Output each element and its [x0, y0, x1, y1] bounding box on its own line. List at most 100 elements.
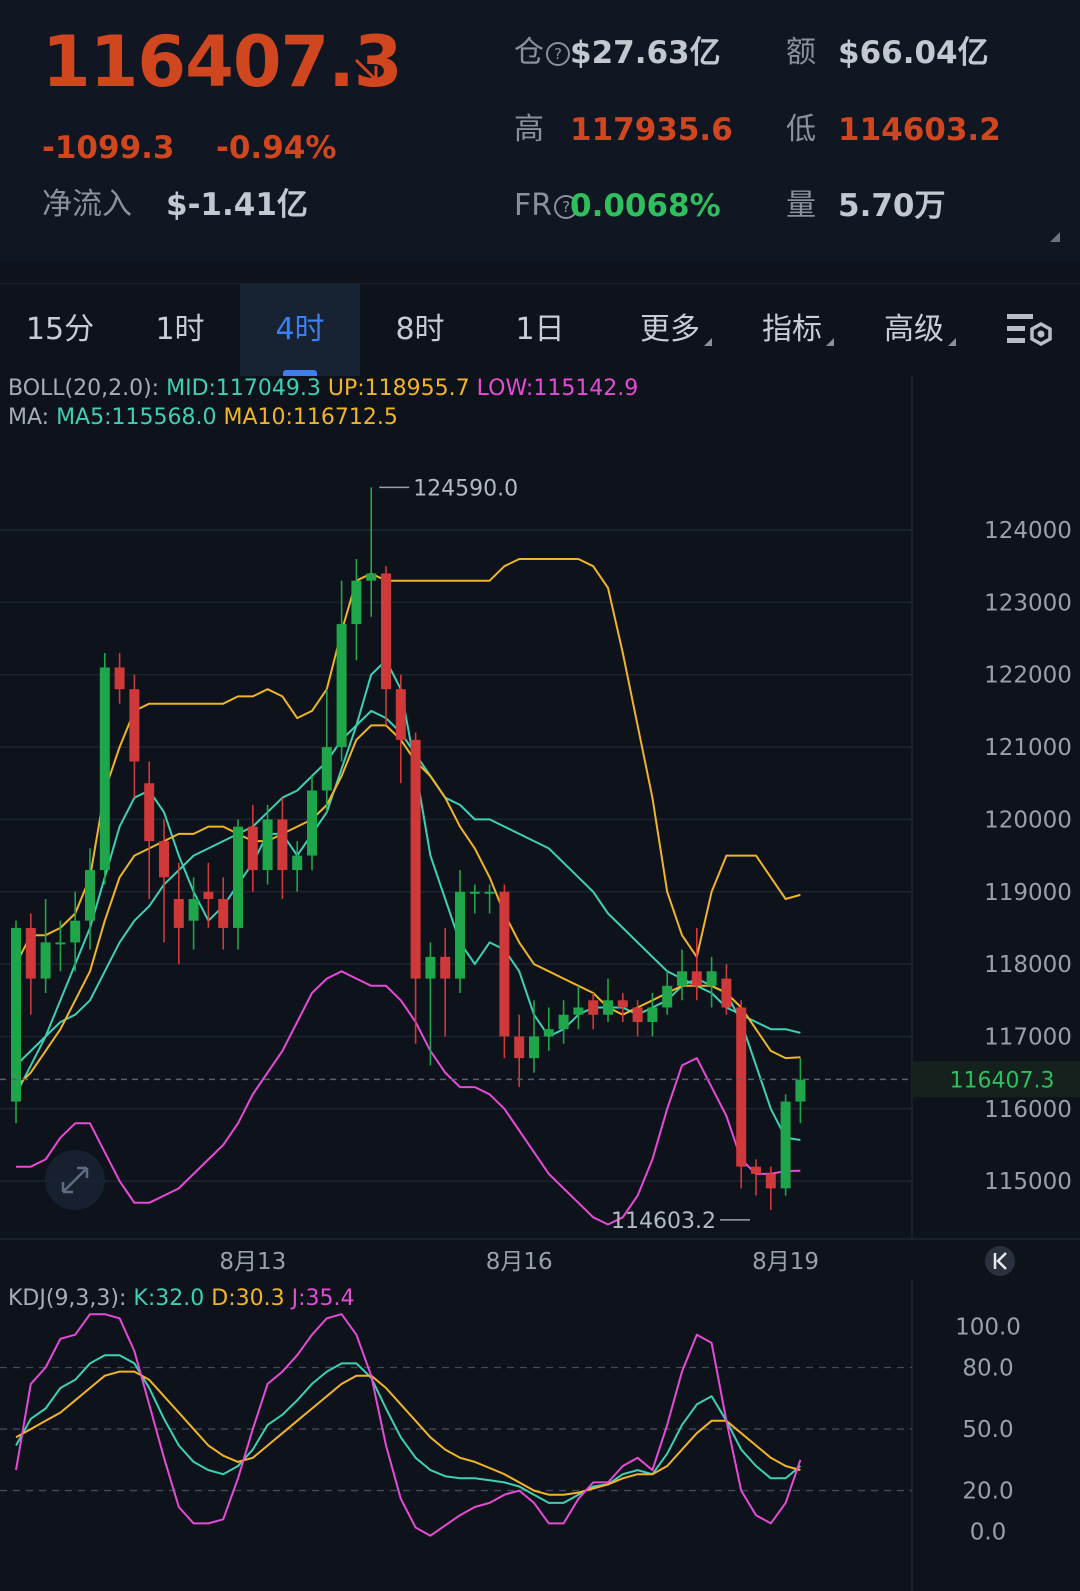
candle-body — [514, 1036, 525, 1059]
candle-body — [588, 1000, 599, 1015]
price-axis-tick: 118000 — [984, 952, 1072, 978]
price-change: -1099.3 — [42, 130, 175, 166]
price-axis-tick: 116000 — [984, 1097, 1072, 1123]
kdj-axis-tick: 100.0 — [955, 1315, 1021, 1341]
help-icon[interactable]: ? — [546, 41, 570, 66]
chart-area[interactable]: BOLL(20,2.0): MID:117049.3 UP:118955.7 L… — [0, 376, 1080, 1591]
price-axis-tick: 124000 — [984, 518, 1072, 544]
ticker-header: 116407.3 -1099.3 -0.94% 净流入 $-1.41亿 仓? $… — [0, 0, 1080, 262]
ma-legend-label: MA: — [8, 405, 50, 430]
expand-corner-icon[interactable] — [1050, 232, 1060, 242]
candle-body — [632, 1007, 643, 1022]
ma-legend: MA: MA5:115568.0 MA10:116712.5 — [8, 405, 398, 431]
kdj-line-j — [15, 1313, 802, 1537]
active-tab-indicator — [283, 370, 317, 376]
candle-body — [247, 826, 258, 871]
boll-mid-value: MID:117049.3 — [166, 376, 321, 401]
candle-body — [425, 956, 436, 979]
candle-body — [25, 927, 36, 979]
price-axis-tick: 115000 — [984, 1169, 1072, 1195]
candle-body — [188, 898, 199, 921]
dropdown-corner-icon — [704, 338, 712, 346]
boll-low-value: LOW:115142.9 — [476, 376, 639, 401]
tab-more[interactable]: 更多 — [630, 284, 712, 376]
candle-body — [366, 573, 377, 581]
candle-body — [262, 819, 273, 871]
price-axis-tick: 121000 — [984, 735, 1072, 761]
arrow-down-right-icon — [354, 58, 378, 82]
candle-body — [455, 891, 465, 979]
price-axis-tick: 120000 — [984, 807, 1072, 833]
expand-chart-icon[interactable] — [45, 1150, 105, 1210]
tab-15m[interactable]: 15分 — [25, 312, 95, 347]
tab-indicators[interactable]: 指标 — [752, 284, 834, 376]
candle-body — [499, 891, 510, 1037]
candle-body — [11, 927, 21, 1102]
candle-body — [159, 841, 169, 878]
kdj-legend: KDJ(9,3,3): K:32.0 D:30.3 J:35.4 — [8, 1286, 354, 1312]
high-label: 高 — [514, 112, 544, 147]
candle-body — [736, 1007, 747, 1167]
candle-body — [307, 790, 317, 856]
high-value: 117935.6 — [570, 112, 733, 148]
turnover-value: $66.04亿 — [838, 35, 989, 71]
tab-advanced[interactable]: 高级 — [874, 284, 956, 376]
candle-body — [647, 1007, 658, 1022]
tab-4h[interactable]: 4时 — [240, 284, 360, 376]
kdj-line-k — [15, 1354, 802, 1504]
candle-body — [277, 819, 288, 871]
chart-settings-icon[interactable] — [1005, 304, 1055, 354]
indicator-line-low — [16, 970, 801, 1226]
candle-body — [543, 1029, 554, 1037]
time-axis-tick: 8月13 — [219, 1249, 286, 1275]
kdj-j-value: J:35.4 — [291, 1286, 355, 1311]
candle-body — [321, 747, 332, 791]
boll-legend-label: BOLL(20,2.0): — [8, 376, 160, 401]
netflow-value: $-1.41亿 — [166, 187, 308, 223]
candle-body — [603, 1000, 613, 1015]
candle-body — [173, 898, 184, 928]
help-icon[interactable]: ? — [554, 194, 579, 219]
candle-body — [55, 942, 66, 945]
funding-rate-label: FR? — [514, 186, 580, 226]
candle-body — [218, 898, 229, 928]
candle-body — [85, 870, 95, 921]
last-price-axis-label: 116407.3 — [950, 1068, 1055, 1093]
candle-body — [144, 783, 155, 842]
candle-body — [99, 667, 110, 871]
tab-8h[interactable]: 8时 — [395, 312, 445, 347]
kline-chart-svg[interactable]: 124590.0 114603.2 124000 123000 122000 12100… — [0, 376, 1080, 1591]
kdj-line-d — [15, 1370, 801, 1496]
kdj-k-value: K:32.0 — [133, 1286, 205, 1311]
volume-value: 5.70万 — [838, 188, 946, 224]
dropdown-corner-icon — [948, 338, 956, 346]
candle-body — [440, 956, 451, 979]
candle-body — [114, 667, 125, 690]
candle-body — [780, 1101, 791, 1189]
candle-body — [292, 855, 303, 871]
price-axis-tick: 119000 — [984, 880, 1072, 906]
candle-body — [203, 891, 214, 899]
boll-up-value: UP:118955.7 — [327, 376, 470, 401]
tab-1h[interactable]: 1时 — [155, 312, 205, 347]
candle-body — [233, 826, 243, 928]
turnover-label: 额 — [786, 35, 816, 70]
indicator-line-up — [15, 558, 801, 965]
candle-body — [410, 739, 421, 979]
last-price-tag — [912, 1061, 1080, 1098]
open-interest-value: $27.63亿 — [570, 35, 721, 71]
scroll-to-latest-button[interactable] — [985, 1246, 1015, 1276]
interval-tabs: 15分 1时 4时 8时 1日 更多 指标 高级 — [0, 283, 1080, 376]
candle-body — [721, 978, 732, 1008]
tab-1d[interactable]: 1日 — [515, 312, 565, 347]
ma5-value: MA5:115568.0 — [56, 405, 217, 430]
candle-body — [484, 891, 495, 894]
boll-legend: BOLL(20,2.0): MID:117049.3 UP:118955.7 L… — [8, 376, 638, 402]
candle-body — [469, 891, 480, 894]
open-interest-label: 仓? — [514, 33, 572, 73]
candle-body — [662, 985, 673, 1008]
dropdown-corner-icon — [826, 338, 834, 346]
candle-body — [529, 1036, 539, 1059]
candle-body — [395, 689, 406, 740]
candle-body — [751, 1166, 761, 1174]
